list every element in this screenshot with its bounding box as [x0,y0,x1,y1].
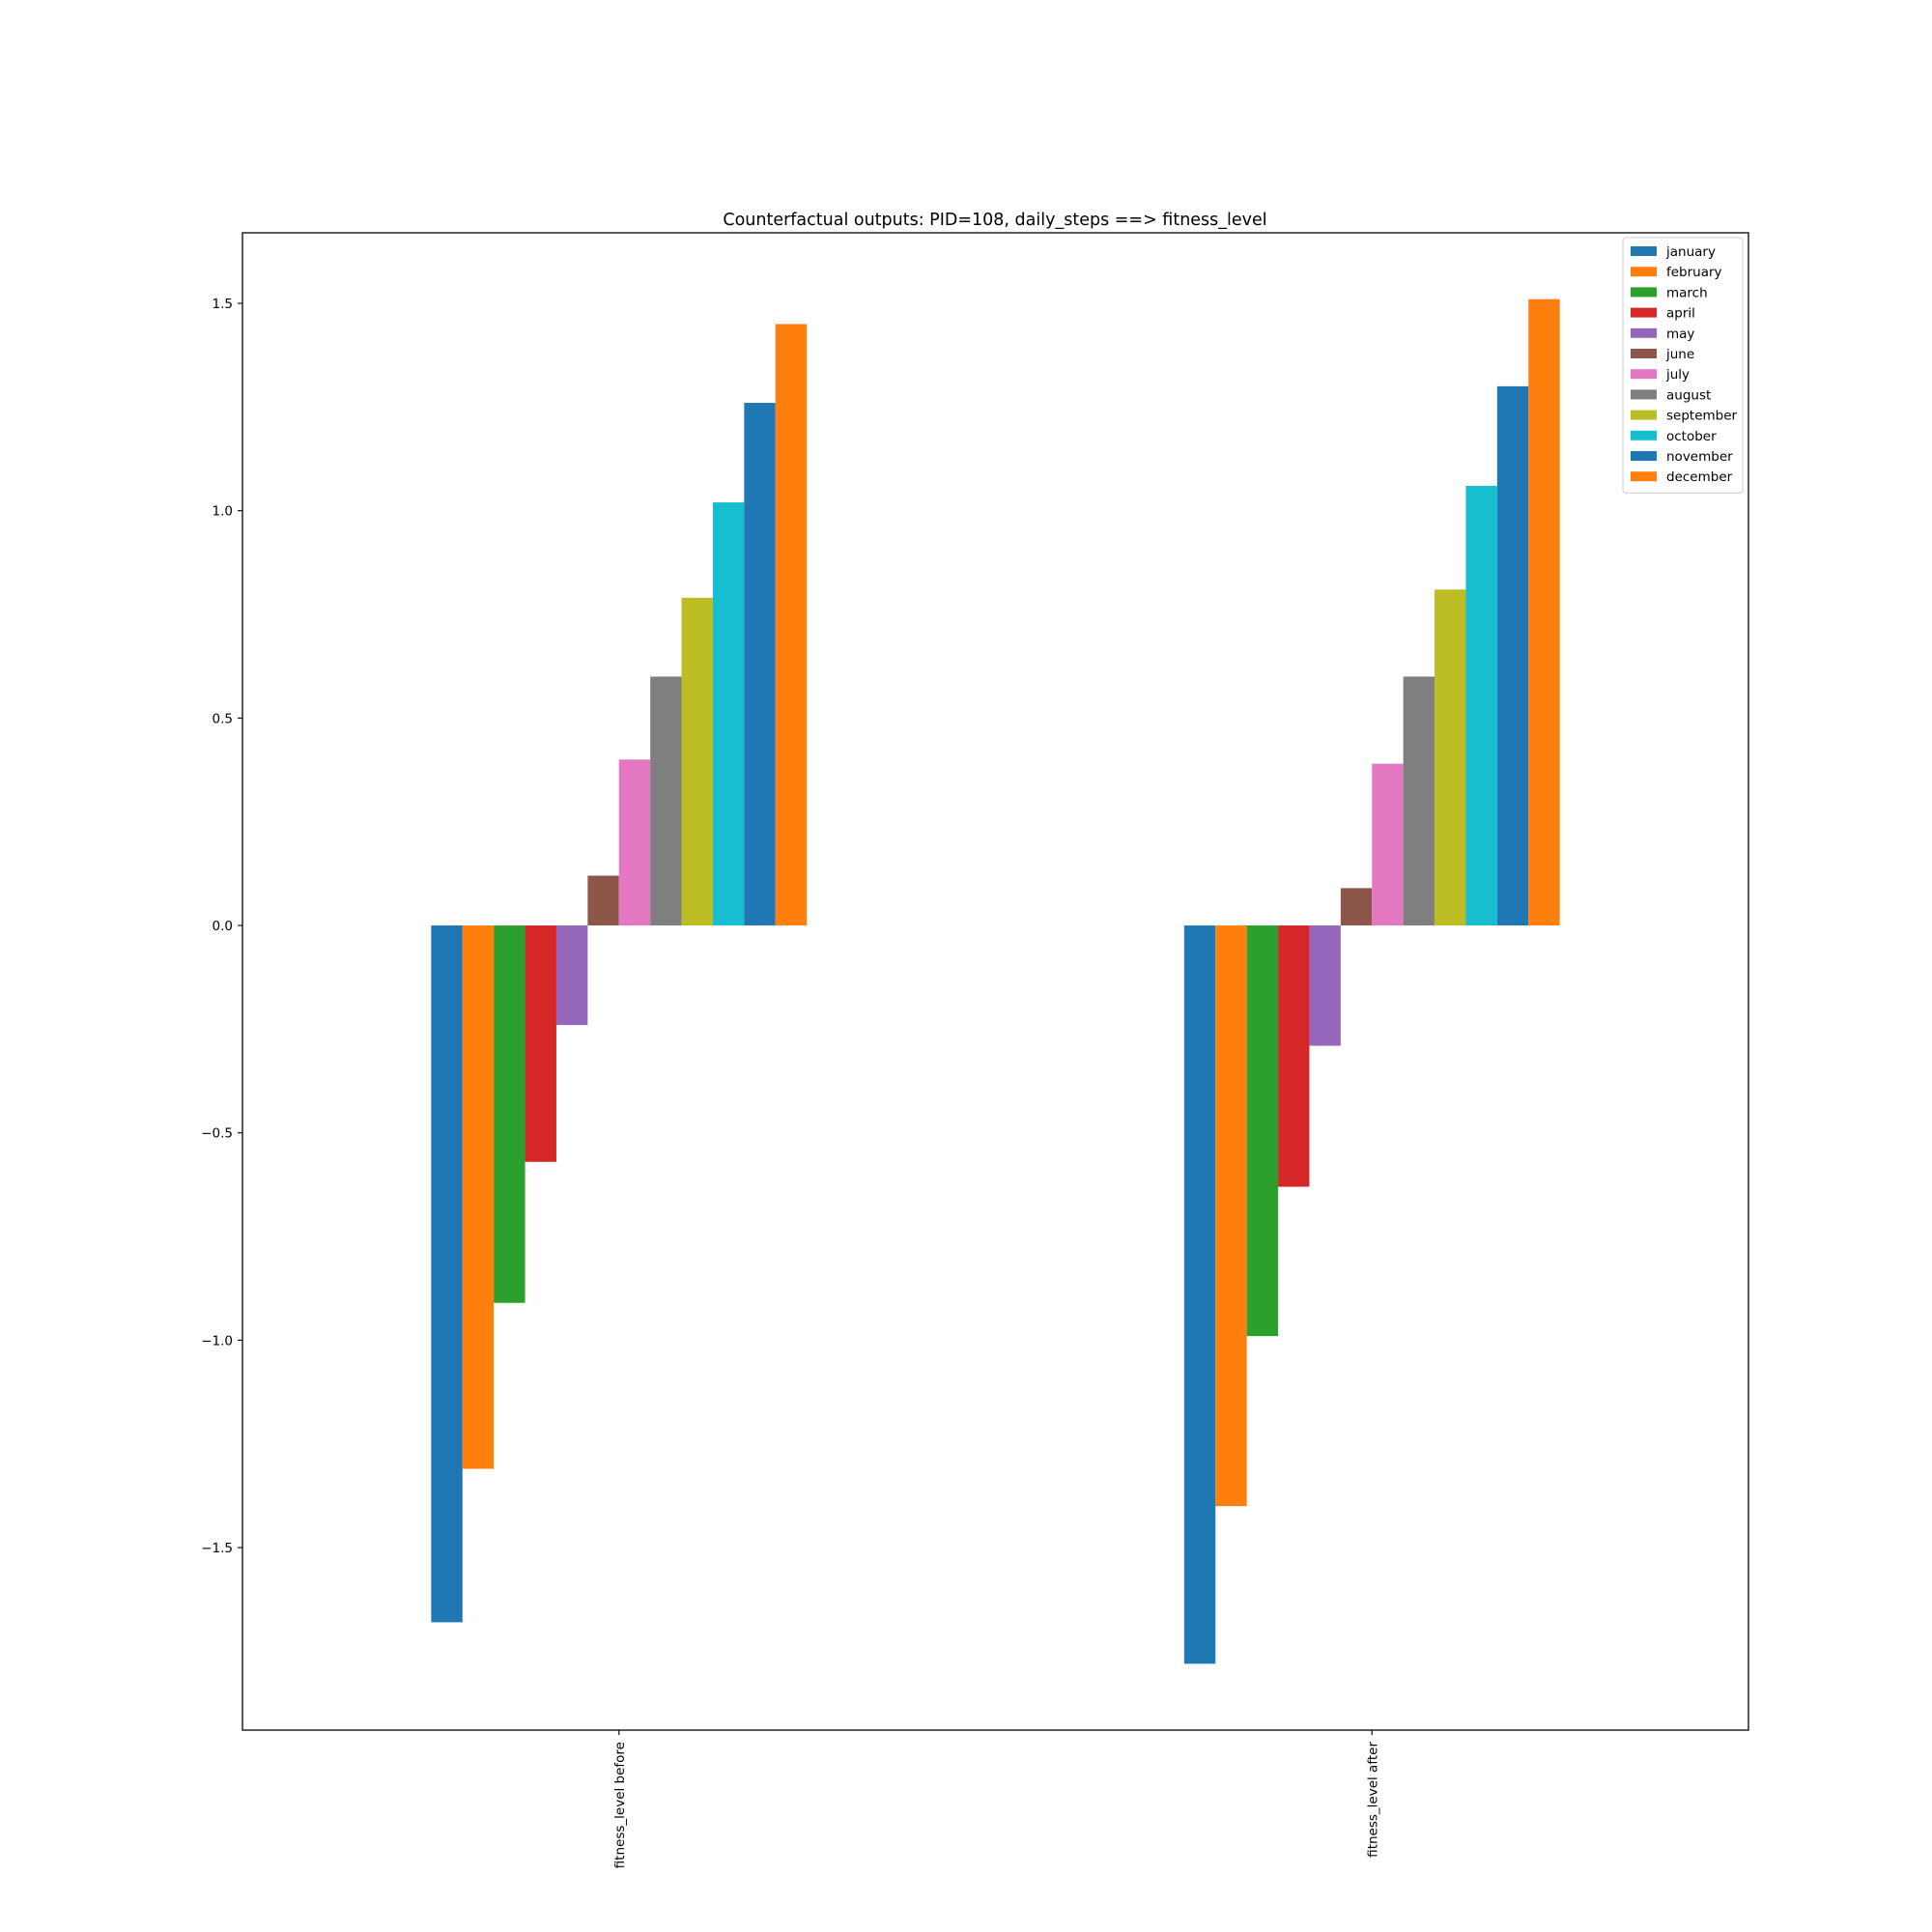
legend-label-september: september [1666,409,1738,424]
bar-april-after [1278,925,1310,1187]
legend-box [1622,237,1744,494]
bars-group [431,298,1560,1664]
legend-swatch-april [1631,307,1657,318]
bar-april-before [525,925,556,1162]
legend-swatch-october [1631,430,1657,440]
legend-swatch-august [1631,389,1657,400]
bar-august-after [1403,676,1435,926]
legend-swatch-september [1631,410,1657,420]
legend: january february march april may june july augu… [1622,237,1744,494]
bar-august-before [650,676,682,926]
bar-june-after [1340,888,1373,926]
y-tick-label: −1.0 [201,1333,233,1349]
legend-label-march: march [1666,285,1708,300]
legend-label-january: january [1665,244,1716,260]
bar-september-after [1435,589,1466,926]
legend-label-april: april [1666,306,1695,322]
x-axis: fitness_level before fitness_level after [612,1730,1380,1868]
legend-swatch-november [1631,451,1657,461]
bar-january-before [431,925,463,1623]
legend-swatch-july [1631,369,1657,380]
bar-may-before [555,925,588,1026]
bar-december-before [775,324,808,926]
legend-swatch-december [1631,471,1657,482]
bar-september-before [681,597,713,926]
bar-july-before [618,759,651,926]
bar-june-before [587,875,619,926]
bar-november-after [1496,385,1529,926]
bar-july-after [1372,763,1404,926]
legend-swatch-june [1631,349,1657,358]
y-tick-label: 1.0 [213,504,233,520]
legend-swatch-february [1631,267,1657,277]
legend-label-june: june [1665,347,1694,362]
y-tick-label: −1.5 [201,1541,233,1556]
bar-january-after [1183,925,1216,1664]
legend-swatch-january [1631,246,1657,256]
legend-swatch-may [1631,327,1657,338]
chart-title: Counterfactual outputs: PID=108, daily_s… [723,211,1266,230]
legend-label-july: july [1665,367,1690,383]
bar-february-after [1215,925,1247,1507]
bar-october-after [1465,485,1497,926]
legend-label-november: november [1666,449,1733,465]
bar-march-after [1246,925,1279,1337]
bar-march-before [494,925,526,1303]
legend-swatch-march [1631,287,1657,298]
legend-label-may: may [1666,327,1694,342]
bar-may-after [1309,925,1341,1046]
bar-february-before [462,925,495,1469]
y-tick-label: 0.5 [213,711,233,726]
y-tick-label: 1.5 [213,297,233,312]
legend-label-october: october [1666,429,1717,444]
legend-label-february: february [1666,265,1722,280]
bar-november-before [744,403,776,926]
legend-label-august: august [1666,387,1711,403]
bar-october-before [712,502,745,926]
plot-frame [242,232,1749,1731]
legend-label-december: december [1666,469,1733,485]
y-axis: −1.5 −1.0 −0.5 0.0 0.5 1.0 1.5 [201,297,242,1556]
y-tick-label: 0.0 [213,919,233,934]
x-tick-label: fitness_level after [1365,1742,1380,1858]
bar-december-after [1528,298,1560,926]
y-tick-label: −0.5 [201,1126,233,1142]
x-tick-label: fitness_level before [612,1742,628,1868]
